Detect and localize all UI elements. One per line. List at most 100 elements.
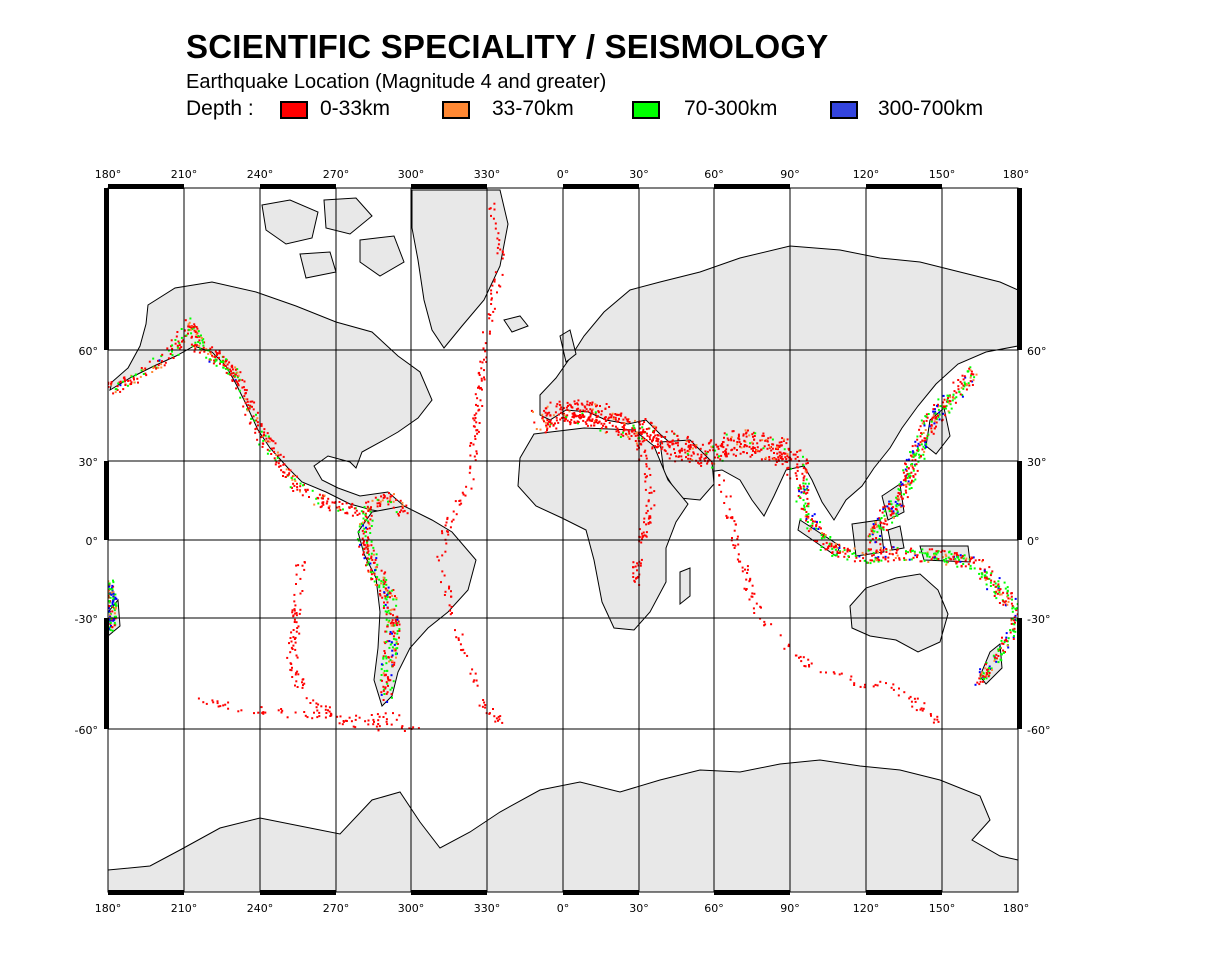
earthquake-dot: [689, 457, 692, 460]
earthquake-dot: [386, 606, 389, 609]
earthquake-dot: [109, 592, 112, 595]
earthquake-dot: [643, 451, 646, 453]
earthquake-dot: [403, 730, 406, 732]
earthquake-dot: [384, 712, 387, 715]
earthquake-dot: [136, 377, 139, 380]
earthquake-dot: [914, 444, 917, 447]
earthquake-dot: [579, 414, 581, 417]
earthquake-dot: [916, 435, 919, 438]
earthquake-dot: [574, 421, 577, 424]
earthquake-dot: [283, 471, 286, 474]
earthquake-dot: [547, 420, 550, 423]
earthquake-dot: [674, 452, 676, 454]
earthquake-dot: [924, 415, 927, 418]
earthquake-dot: [624, 416, 627, 419]
earthquake-dot: [316, 716, 319, 719]
earthquake-dot: [114, 596, 117, 599]
earthquake-dot: [367, 538, 370, 541]
earthquake-dot: [861, 551, 864, 554]
earthquake-dot: [614, 425, 617, 428]
earthquake-dot: [916, 449, 919, 452]
earthquake-dot: [378, 593, 381, 595]
earthquake-dot: [111, 605, 114, 608]
earthquake-dot: [441, 570, 444, 573]
earthquake-dot: [282, 471, 285, 474]
earthquake-dot: [292, 490, 295, 492]
earthquake-dot: [391, 619, 394, 622]
earthquake-dot: [237, 710, 240, 713]
earthquake-dot: [725, 514, 728, 517]
earthquake-dot: [883, 522, 886, 525]
earthquake-dot: [920, 455, 922, 458]
earthquake-dot: [768, 456, 771, 458]
earthquake-dot: [382, 688, 385, 691]
earthquake-dot: [475, 452, 478, 455]
earthquake-dot: [912, 475, 915, 477]
earthquake-dot: [115, 615, 117, 618]
earthquake-dot: [447, 533, 450, 536]
earthquake-dot: [209, 358, 212, 361]
earthquake-dot: [604, 420, 607, 422]
earthquake-dot: [268, 437, 271, 440]
earthquake-dot: [736, 558, 739, 561]
earthquake-dot: [733, 520, 736, 523]
earthquake-dot: [653, 431, 655, 434]
earthquake-dot: [581, 403, 584, 406]
earthquake-dot: [295, 583, 297, 585]
earthquake-dot: [224, 360, 227, 363]
earthquake-dot: [290, 646, 293, 649]
earthquake-dot: [925, 446, 927, 449]
earthquake-dot: [454, 500, 457, 503]
earthquake-dot: [185, 334, 188, 337]
earthquake-dot: [458, 500, 461, 502]
earthquake-dot: [677, 438, 680, 441]
earthquake-dot: [771, 457, 774, 460]
earthquake-dot: [257, 711, 260, 714]
earthquake-dot: [395, 604, 398, 607]
earthquake-dot: [478, 704, 481, 707]
earthquake-dot: [768, 458, 771, 461]
earthquake-dot: [916, 697, 919, 700]
earthquake-dot: [764, 623, 767, 626]
earthquake-dot: [1020, 597, 1022, 599]
earthquake-dot: [384, 674, 387, 677]
earthquake-dot: [191, 328, 194, 331]
earthquake-dot: [195, 344, 198, 347]
earthquake-dot: [327, 506, 330, 509]
earthquake-dot: [843, 549, 846, 552]
earthquake-dot: [111, 600, 114, 603]
earthquake-dot: [929, 713, 932, 715]
earthquake-dot: [188, 328, 190, 331]
earthquake-dot: [956, 555, 959, 558]
earthquake-dot: [800, 660, 803, 663]
earthquake-dot: [612, 416, 615, 419]
earthquake-dot: [369, 518, 372, 521]
earthquake-dot: [1011, 618, 1014, 621]
earthquake-dot: [892, 688, 895, 691]
earthquake-dot: [908, 487, 911, 490]
earthquake-dot: [905, 458, 908, 461]
earthquake-dot: [997, 580, 1000, 583]
earthquake-dot: [367, 510, 370, 512]
earthquake-dot: [944, 553, 947, 556]
earthquake-dot: [762, 447, 765, 450]
earthquake-dot: [190, 326, 193, 329]
earthquake-dot: [806, 491, 809, 494]
earthquake-dot: [911, 450, 914, 453]
earthquake-dot: [772, 458, 775, 461]
earthquake-dot: [815, 525, 818, 528]
earthquake-dot: [379, 503, 382, 506]
earthquake-dot: [937, 720, 940, 723]
earthquake-dot: [704, 450, 707, 453]
earthquake-dot: [373, 720, 375, 723]
earthquake-dot: [255, 413, 257, 416]
earthquake-dot: [1015, 607, 1018, 610]
earthquake-dot: [1010, 592, 1013, 595]
earthquake-dot: [884, 558, 887, 561]
earthquake-dot: [776, 446, 779, 449]
earthquake-dot: [575, 415, 578, 418]
earthquake-dot: [825, 671, 827, 674]
earthquake-dot: [755, 602, 758, 605]
earthquake-dot: [969, 369, 972, 372]
